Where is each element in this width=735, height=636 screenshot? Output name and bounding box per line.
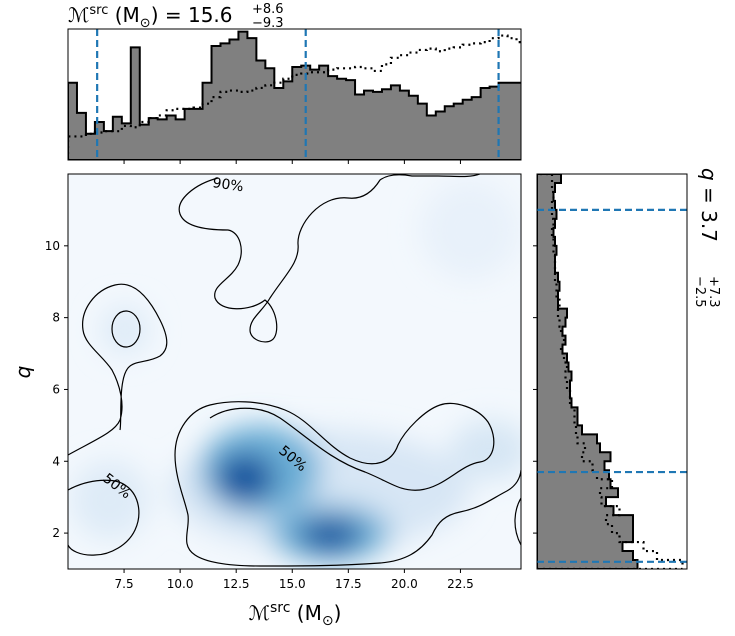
contour-90-lower — [68, 479, 140, 556]
top-histogram — [68, 30, 521, 160]
y-tick-label: 2 — [52, 526, 60, 540]
joint-panel-frame — [67, 173, 522, 570]
x-tick-label: 20.0 — [391, 577, 418, 591]
top-marginal-frame — [67, 28, 522, 161]
x-axis-label: ℳsrc (M⊙) — [249, 600, 342, 629]
right-marginal-title-err-minus: −2.5 — [692, 276, 707, 308]
top-marginal-panel: ℳsrc (M⊙) = 15.6 +8.6 −9.3 — [67, 2, 522, 164]
top-marginal-title-err-minus: −9.3 — [252, 16, 284, 31]
y-tick-label: 4 — [52, 454, 60, 468]
contour-90-main — [174, 401, 521, 567]
density-heatmap — [70, 180, 521, 561]
joint-density-panel: 90% 50% 50% 7.5 10.0 12.5 15.0 17.5 20.0 22.52… — [11, 173, 522, 629]
x-tick-label: 10.0 — [167, 577, 194, 591]
top-marginal-title-err-plus: +8.6 — [252, 2, 284, 17]
right-marginal-title: q = 3.7 +7.3 −2.5 — [692, 168, 721, 308]
svg-text:q = 3.7: q = 3.7 — [697, 168, 721, 242]
x-tick-label: 7.5 — [115, 577, 134, 591]
top-prior-histogram — [68, 34, 521, 160]
right-marginal-title-err-plus: +7.3 — [706, 276, 721, 308]
contour-90-left — [68, 283, 168, 456]
x-tick-label: 15.0 — [279, 577, 306, 591]
contour-90-upper — [178, 174, 481, 343]
contour-lines — [68, 174, 521, 567]
y-tick-label: 10 — [45, 239, 60, 253]
y-tick-label: 6 — [52, 382, 60, 396]
contour-island — [111, 310, 141, 348]
x-tick-label: 17.5 — [335, 577, 362, 591]
x-tick-label: 12.5 — [223, 577, 250, 591]
y-axis-label: q — [11, 366, 35, 379]
right-marginal-panel: q = 3.7 +7.3 −2.5 — [533, 168, 721, 570]
contour-label-90: 90% — [211, 175, 244, 195]
right-histogram — [537, 174, 639, 569]
y-tick-label: 8 — [52, 311, 60, 325]
x-tick-label: 22.5 — [447, 577, 474, 591]
top-marginal-title: ℳsrc (M⊙) = 15.6 — [68, 3, 233, 31]
contour-90-corner — [514, 497, 521, 546]
right-marginal-frame — [536, 173, 688, 570]
